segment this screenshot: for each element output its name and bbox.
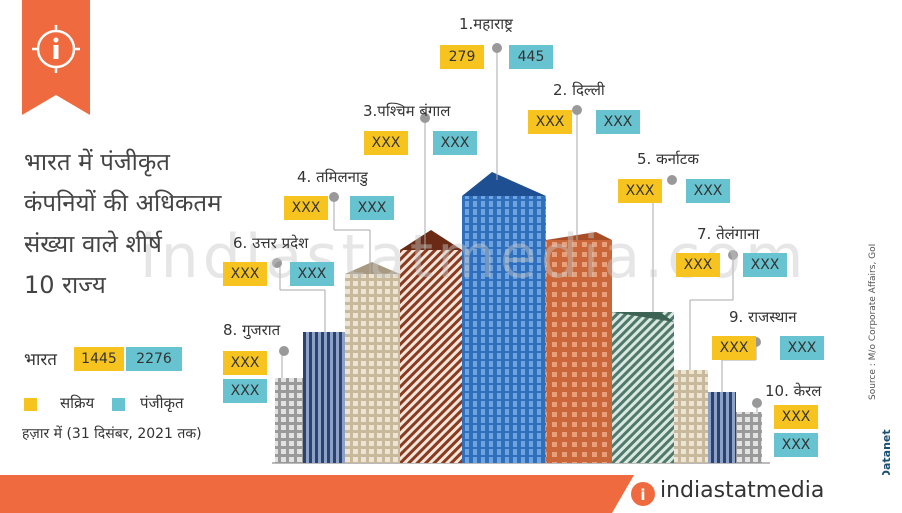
state-8-active: XXX: [223, 351, 267, 375]
state-label-3: 3.पश्चिम बंगाल: [363, 102, 451, 120]
legend-registered-swatch: [112, 398, 125, 411]
state-3-registered: XXX: [433, 131, 477, 155]
state-8-registered: XXX: [223, 379, 267, 403]
title-line-1: भारत में पंजीकृत: [24, 148, 170, 176]
building-karnataka: [612, 312, 674, 463]
building-up: [303, 332, 345, 463]
building-tn: [345, 274, 400, 463]
svg-text:i: i: [640, 486, 645, 504]
state-label-9: 9. राजस्थान: [729, 308, 797, 326]
indiastat-logo-icon: i: [631, 482, 655, 506]
footer-brand-text: indiastatmedia: [660, 478, 825, 503]
state-4-active: XXX: [284, 196, 328, 220]
state-5-registered: XXX: [686, 179, 730, 203]
india-label: भारत: [24, 350, 57, 370]
state-label-10: 10. केरल: [765, 382, 822, 400]
building-telangana: [674, 370, 708, 463]
title-line-4: 10 राज्य: [24, 271, 106, 299]
state-7-registered: XXX: [743, 253, 787, 277]
state-2-registered: XXX: [596, 110, 640, 134]
building-gujarat: [275, 378, 303, 463]
state-4-registered: XXX: [350, 196, 394, 220]
building-maharashtra: [462, 196, 546, 463]
state-label-5: 5. कर्नाटक: [637, 150, 699, 168]
state-7-active: XXX: [676, 253, 720, 277]
state-label-1: 1.महाराष्ट्र: [459, 15, 513, 33]
title-line-2: कंपनियों की अधिकतम: [24, 189, 222, 217]
state-9-active: XXX: [712, 336, 756, 360]
state-6-active: XXX: [223, 262, 267, 286]
state-9-registered: XXX: [780, 336, 824, 360]
info-icon: [32, 25, 80, 73]
state-5-active: XXX: [618, 179, 662, 203]
title-line-3: संख्या वाले शीर्ष: [24, 230, 162, 258]
state-10-active: XXX: [774, 405, 818, 429]
building-delhi: [546, 240, 612, 463]
legend-active-label: सक्रिय: [60, 394, 95, 412]
state-label-2: 2. दिल्ली: [553, 81, 605, 99]
state-6-registered: XXX: [290, 262, 334, 286]
state-label-7: 7. तेलंगाना: [697, 225, 760, 243]
state-3-active: XXX: [364, 131, 408, 155]
state-label-8: 8. गुजरात: [223, 321, 281, 339]
state-1-registered: 445: [509, 45, 553, 69]
building-wb: [400, 250, 462, 463]
state-1-active: 279: [440, 45, 484, 69]
legend-registered-label: पंजीकृत: [140, 394, 184, 412]
state-label-4: 4. तमिलनाडु: [297, 168, 368, 186]
state-2-active: XXX: [528, 110, 572, 134]
legend-active-swatch: [24, 398, 37, 411]
footer-brand-panel: [612, 475, 902, 513]
unit-note: हज़ार में (31 दिसंबर, 2021 तक): [22, 426, 202, 442]
state-10-registered: XXX: [774, 433, 818, 457]
state-label-6: 6. उत्तर प्रदेश: [233, 234, 309, 252]
building-kerala: [736, 412, 762, 463]
building-rajasthan: [708, 392, 736, 463]
source-text: Source : M/o Corporate Affairs, GoI: [868, 243, 878, 400]
india-registered-value: 2276: [126, 347, 182, 371]
india-active-value: 1445: [74, 347, 124, 371]
